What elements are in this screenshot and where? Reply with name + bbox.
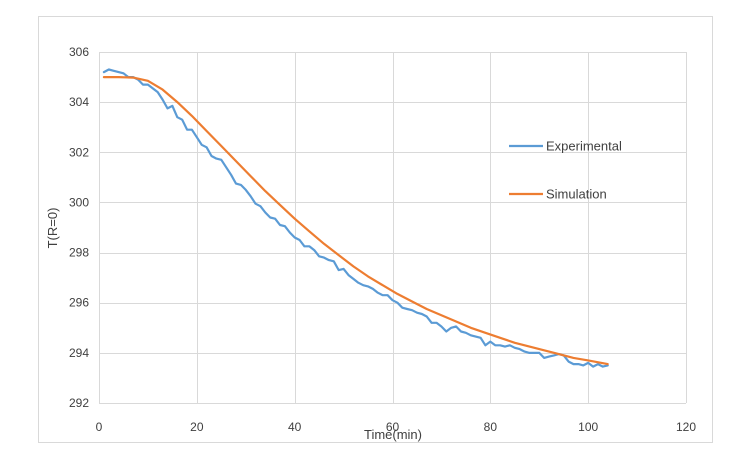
y-tick-label: 294 [69, 346, 89, 360]
y-tick-label: 300 [69, 195, 89, 209]
legend-label-simulation: Simulation [546, 187, 607, 202]
x-tick-label: 40 [288, 420, 302, 434]
x-tick-label: 20 [190, 420, 204, 434]
series-line-simulation [102, 75, 609, 366]
legend: Experimental Simulation [509, 139, 622, 202]
x-tick-label: 120 [676, 420, 696, 434]
x-tick-label: 100 [578, 420, 598, 434]
y-tick-label: 298 [69, 246, 89, 260]
y-tick-label: 304 [69, 95, 89, 109]
series-line-experimental [102, 68, 609, 368]
legend-label-experimental: Experimental [546, 139, 622, 154]
x-axis-title: Time(min) [364, 427, 422, 442]
y-tick-label: 302 [69, 145, 89, 159]
data-series [102, 68, 609, 368]
y-tick-label: 306 [69, 45, 89, 59]
tick-labels: 292 294 296 298 300 302 304 306 0 20 40 60 80 100 120 [69, 45, 696, 434]
x-tick-label: 60 [386, 420, 400, 434]
x-tick-label: 80 [484, 420, 498, 434]
gridlines [99, 52, 687, 404]
x-tick-label: 0 [96, 420, 103, 434]
y-tick-label: 292 [69, 396, 89, 410]
y-tick-label: 296 [69, 296, 89, 310]
y-axis-title: T(R=0) [45, 208, 60, 249]
